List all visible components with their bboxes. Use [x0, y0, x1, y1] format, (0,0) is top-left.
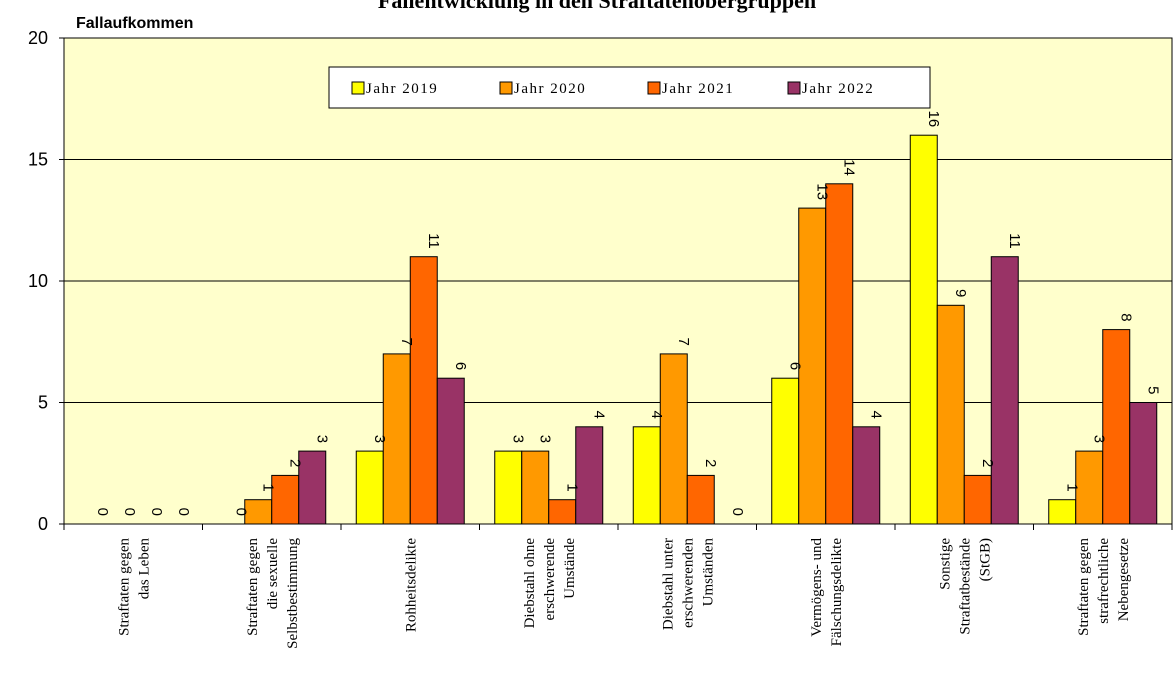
- data-label: 2: [702, 459, 719, 467]
- bar: [436, 377, 465, 525]
- data-label: 1: [563, 483, 580, 491]
- category-label: Straftatbestände: [957, 538, 973, 635]
- bars: [244, 134, 1158, 525]
- bar: [575, 426, 604, 525]
- category-label: die sexuelle: [265, 538, 281, 610]
- data-label: 7: [398, 338, 415, 346]
- data-label: 5: [1144, 386, 1161, 394]
- legend-label: Jahr 2022: [802, 81, 874, 97]
- data-label: 11: [425, 233, 442, 249]
- category-label: das Leben: [136, 538, 152, 600]
- data-label: 3: [313, 435, 330, 443]
- category-label: (StGB): [977, 538, 993, 581]
- legend-swatch: [647, 81, 661, 95]
- legend-swatch: [787, 81, 801, 95]
- y-axis-label: Fallaufkommen: [76, 15, 193, 32]
- bar: [798, 207, 827, 525]
- category-label: Umständen: [700, 538, 716, 607]
- bar: [632, 426, 661, 525]
- category-label: Nebengesetze: [1116, 538, 1132, 622]
- data-label: 3: [509, 435, 526, 443]
- data-label: 9: [952, 289, 969, 297]
- bar: [355, 450, 384, 525]
- category-label: Straftaten gegen: [116, 538, 132, 636]
- y-tick-label: 20: [28, 28, 48, 48]
- data-label: 0: [232, 508, 249, 516]
- data-label: 3: [536, 435, 553, 443]
- category-label: Sonstige: [937, 538, 953, 590]
- data-label: 2: [286, 459, 303, 467]
- bar: [686, 474, 715, 525]
- y-tick-label: 15: [28, 150, 48, 170]
- legend-swatch: [499, 81, 513, 95]
- category-label: erschwerende: [542, 538, 558, 621]
- bar: [548, 499, 577, 525]
- bar: [825, 183, 854, 525]
- data-label: 4: [590, 410, 607, 418]
- data-label: 3: [371, 435, 388, 443]
- bar: [936, 304, 965, 525]
- data-label: 0: [94, 508, 111, 516]
- bar: [409, 256, 438, 525]
- bar: [1048, 499, 1077, 525]
- category-label: Fälschungsdelikte: [829, 538, 845, 647]
- data-label: 16: [925, 111, 942, 128]
- legend-box: [328, 66, 931, 109]
- data-label: 3: [1090, 435, 1107, 443]
- bar: [244, 499, 273, 525]
- data-label: 14: [840, 159, 857, 176]
- legend: Jahr 2019 Jahr 2020 Jahr 2021 Jahr 2022: [328, 66, 931, 109]
- bar: [659, 353, 688, 525]
- category-label: Diebstahl unter: [660, 538, 676, 630]
- data-label: 0: [148, 508, 165, 516]
- data-label: 0: [729, 508, 746, 516]
- category-label: Umstände: [562, 538, 578, 599]
- y-tick-label: 10: [28, 271, 48, 291]
- legend-swatch: [351, 81, 365, 95]
- data-label: 6: [452, 362, 469, 370]
- legend-label: Jahr 2020: [514, 81, 586, 97]
- category-label: erschwerenden: [680, 538, 696, 628]
- category-labels: Straftaten gegen das Leben Straftaten gege…: [116, 538, 1132, 649]
- category-label: Straftaten gegen: [245, 538, 261, 636]
- category-label: Vermögens- und: [809, 538, 825, 637]
- data-label: 4: [867, 410, 884, 418]
- data-label: 7: [675, 338, 692, 346]
- bar: [909, 134, 938, 525]
- category-label: Straftaten gegen: [1076, 538, 1092, 636]
- bar: [852, 426, 881, 525]
- bar: [1075, 450, 1104, 525]
- data-label: 6: [786, 362, 803, 370]
- bar: [1102, 329, 1131, 525]
- data-label: 4: [648, 410, 665, 418]
- data-label: 0: [175, 508, 192, 516]
- data-label: 1: [259, 483, 276, 491]
- data-label: 1: [1063, 483, 1080, 491]
- category-label: Rohheitsdelikte: [403, 538, 419, 632]
- gridlines: [64, 159, 1172, 403]
- bar: [271, 474, 300, 525]
- data-label: 0: [121, 508, 138, 516]
- data-label: 2: [979, 459, 996, 467]
- category-label: strafrechtliche: [1096, 538, 1112, 624]
- legend-label: Jahr 2019: [366, 81, 438, 97]
- category-label: Diebstahl ohne: [522, 538, 538, 629]
- data-label: 8: [1117, 313, 1134, 321]
- category-label: Selbstbestimmung: [285, 538, 301, 649]
- data-label: 13: [813, 183, 830, 200]
- bar: [494, 450, 523, 525]
- bar: [521, 450, 550, 525]
- bar: [963, 474, 992, 525]
- legend-label: Jahr 2021: [662, 81, 734, 97]
- y-tick-label: 5: [38, 393, 48, 413]
- bar: [771, 377, 800, 525]
- data-label: 11: [1006, 233, 1023, 249]
- chart-title: Fallentwicklung in den Straftatenobergru…: [378, 0, 816, 13]
- bar: [1129, 402, 1158, 525]
- bar: [990, 256, 1019, 525]
- y-tick-label: 0: [38, 514, 48, 534]
